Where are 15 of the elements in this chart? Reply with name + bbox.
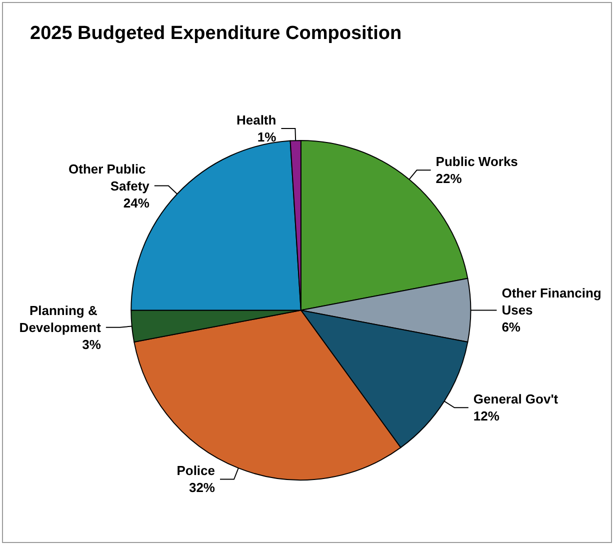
slice-label: Other Public Safety [68, 161, 150, 194]
slice-label: Other Financing Uses [502, 286, 605, 318]
slice-label: Planning & Development [19, 302, 102, 335]
data-label: 12% [473, 408, 500, 424]
slice-label: General Gov't [473, 392, 559, 407]
slice-label: Police [176, 463, 215, 478]
slice-label: Public Works [436, 154, 518, 170]
data-label: 24% [123, 195, 150, 210]
data-label: 1% [257, 130, 277, 145]
chart-title: 2025 Budgeted Expenditure Composition [30, 23, 402, 44]
slice-label: Health [236, 112, 276, 128]
data-label: 3% [82, 336, 102, 352]
data-label: 22% [436, 171, 462, 186]
data-label: 6% [502, 320, 521, 335]
data-label: 32% [188, 480, 216, 496]
